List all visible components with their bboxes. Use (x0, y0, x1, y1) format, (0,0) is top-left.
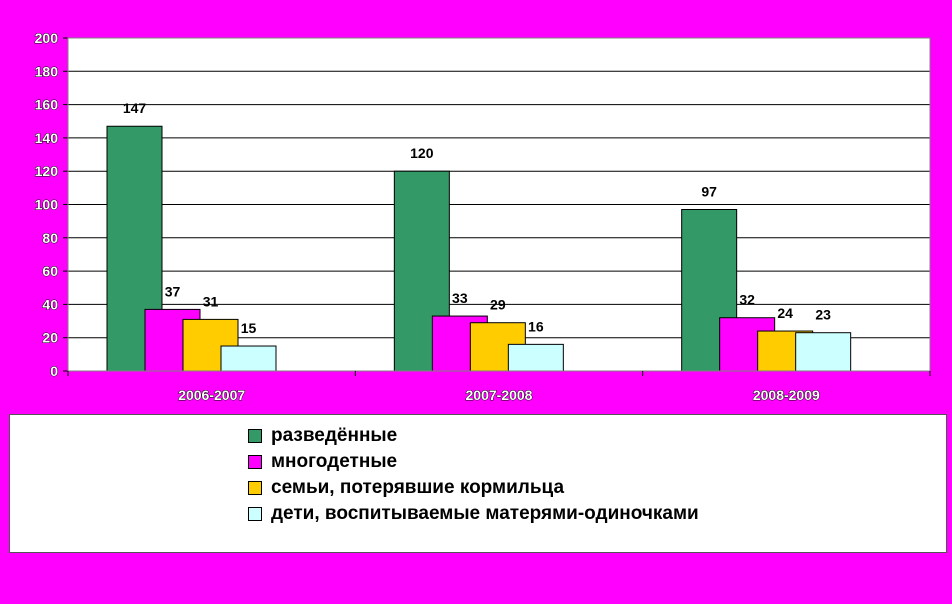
data-label-single-mothers-2008-2009: 23 (815, 307, 831, 323)
legend-item-large-families: многодетные (248, 449, 699, 475)
legend-item-lost-breadwinner: семьи, потерявшие кормильца (248, 475, 699, 501)
data-label-divorced-2006-2007: 147 (123, 100, 147, 116)
y-tick-label: 40 (42, 296, 58, 312)
labels: 0 20 40 60 80 100 120 140 160 180 200 147 37 31 15 2006… (34, 30, 831, 404)
legend-item-divorced: разведённые (248, 423, 699, 449)
data-label-single-mothers-2006-2007: 15 (241, 320, 257, 336)
axes (63, 37, 931, 376)
x-category-label: 2007-2008 (466, 387, 533, 403)
y-tick-label: 80 (42, 230, 58, 246)
legend: разведённые многодетные семьи, потерявши… (9, 414, 947, 553)
legend-label-divorced: разведённые (271, 425, 398, 446)
legend-swatch-lost-breadwinner (248, 481, 262, 495)
data-label-lost-breadwinner-2007-2008: 29 (490, 297, 506, 313)
y-tick-label: 100 (35, 197, 59, 213)
bar-single-mothers-2008-2009 (795, 332, 852, 372)
y-tick-label: 60 (42, 263, 58, 279)
data-label-single-mothers-2007-2008: 16 (528, 318, 544, 334)
data-label-divorced-2007-2008: 120 (410, 145, 434, 161)
legend-label-lost-breadwinner: семьи, потерявшие кормильца (271, 477, 565, 498)
legend-list: разведённые многодетные семьи, потерявши… (248, 423, 699, 527)
legend-swatch-single-mothers (248, 507, 262, 521)
legend-swatch-large-families (248, 455, 262, 469)
bars (106, 125, 852, 372)
x-category-label: 2006-2007 (178, 387, 245, 403)
y-tick-label: 20 (42, 330, 58, 346)
plot-border (67, 37, 931, 372)
y-tick-label: 200 (35, 30, 59, 46)
data-label-large-families-2006-2007: 37 (165, 283, 181, 299)
y-tick-label: 0 (50, 363, 58, 379)
x-category-label: 2008-2009 (753, 387, 820, 403)
y-tick-label: 160 (35, 97, 59, 113)
legend-swatch-divorced (248, 429, 262, 443)
bar-single-mothers-2006-2007 (220, 345, 277, 372)
legend-label-large-families: многодетные (271, 451, 398, 472)
data-label-large-families-2008-2009: 32 (739, 292, 755, 308)
chart: 0 20 40 60 80 100 120 140 160 180 200 147 37 31 15 2006… (34, 30, 931, 404)
y-tick-label: 180 (35, 63, 59, 79)
y-tick-label: 120 (35, 163, 59, 179)
data-label-large-families-2007-2008: 33 (452, 290, 468, 306)
legend-label-single-mothers: дети, воспитываемые матерями-одиночками (271, 503, 699, 524)
data-label-divorced-2008-2009: 97 (701, 183, 717, 199)
data-label-lost-breadwinner-2006-2007: 31 (203, 293, 219, 309)
legend-item-single-mothers: дети, воспитываемые матерями-одиночками (248, 501, 699, 527)
bar-single-mothers-2007-2008 (507, 343, 564, 372)
data-label-lost-breadwinner-2008-2009: 24 (777, 305, 793, 321)
y-tick-label: 140 (35, 130, 59, 146)
